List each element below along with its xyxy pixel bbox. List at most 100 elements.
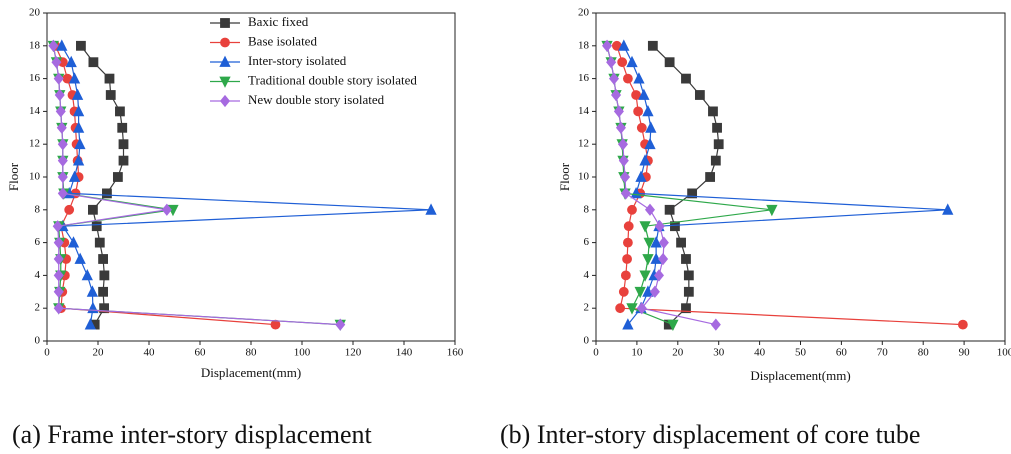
marker xyxy=(115,106,125,117)
marker xyxy=(710,155,721,166)
x-tick-label: 20 xyxy=(93,347,105,359)
marker xyxy=(72,105,85,117)
marker xyxy=(618,154,629,167)
marker xyxy=(51,56,62,69)
marker xyxy=(56,39,68,51)
marker xyxy=(631,90,641,100)
y-tick-label: 20 xyxy=(578,7,590,19)
marker xyxy=(613,105,624,118)
marker xyxy=(53,72,64,85)
caption: (b) Inter-story displacement of core tub… xyxy=(500,420,920,449)
y-tick-label: 4 xyxy=(584,269,590,281)
x-tick-label: 160 xyxy=(447,347,464,359)
marker xyxy=(642,105,654,117)
legend-label: New double story isolated xyxy=(248,92,385,107)
legend-marker xyxy=(220,18,230,28)
marker xyxy=(615,303,626,314)
x-tick-label: 80 xyxy=(246,347,258,359)
marker xyxy=(623,221,634,232)
y-tick-label: 0 xyxy=(35,335,41,347)
marker xyxy=(670,221,680,232)
marker xyxy=(98,254,108,264)
x-tick-label: 140 xyxy=(396,347,413,359)
marker xyxy=(633,106,644,117)
series-line xyxy=(61,45,432,325)
x-tick-label: 60 xyxy=(836,347,848,359)
marker xyxy=(705,172,716,182)
series-line xyxy=(616,45,963,326)
marker xyxy=(667,319,679,331)
marker xyxy=(627,204,637,215)
marker xyxy=(88,204,98,215)
marker xyxy=(647,40,658,51)
series-line xyxy=(652,45,720,326)
marker xyxy=(74,137,86,150)
marker xyxy=(650,236,662,248)
marker xyxy=(645,121,657,133)
y-tick-label: 18 xyxy=(29,39,41,51)
marker xyxy=(64,204,75,215)
y-tick-label: 14 xyxy=(578,105,590,117)
series-line xyxy=(623,45,948,325)
marker xyxy=(86,285,99,297)
marker xyxy=(681,73,691,84)
marker xyxy=(84,318,96,330)
marker xyxy=(644,137,656,150)
marker xyxy=(681,303,691,314)
marker xyxy=(658,252,669,266)
marker xyxy=(98,286,108,297)
marker xyxy=(55,105,66,118)
y-tick-label: 2 xyxy=(584,302,590,314)
marker xyxy=(94,237,105,248)
y-tick-label: 14 xyxy=(29,105,41,117)
series-line xyxy=(52,45,341,326)
x-tick-label: 90 xyxy=(959,347,971,359)
marker xyxy=(71,88,84,100)
marker xyxy=(636,302,647,315)
marker xyxy=(639,270,651,282)
marker xyxy=(112,172,123,182)
series-line xyxy=(606,45,716,326)
marker xyxy=(649,285,660,298)
marker xyxy=(687,188,698,199)
marker xyxy=(942,203,954,215)
marker xyxy=(634,286,646,299)
marker xyxy=(620,270,631,281)
marker xyxy=(654,220,665,233)
marker xyxy=(104,73,115,84)
marker xyxy=(53,252,64,266)
marker xyxy=(636,122,647,133)
y-tick-label: 6 xyxy=(584,236,590,248)
marker xyxy=(643,237,655,249)
marker xyxy=(88,57,99,68)
marker xyxy=(626,303,638,315)
series-line xyxy=(54,45,276,326)
legend-marker xyxy=(219,94,231,108)
legend-marker xyxy=(219,76,231,88)
marker xyxy=(608,72,620,85)
marker xyxy=(676,237,686,248)
marker xyxy=(626,55,638,68)
marker xyxy=(105,90,116,100)
legend-label: Inter-story isolated xyxy=(248,53,347,68)
marker xyxy=(68,170,81,182)
marker xyxy=(681,254,691,264)
y-tick-label: 2 xyxy=(35,302,41,314)
y-tick-label: 12 xyxy=(578,138,589,150)
x-tick-label: 30 xyxy=(713,347,725,359)
x-tick-label: 120 xyxy=(345,347,362,359)
marker xyxy=(68,72,81,84)
marker xyxy=(76,40,86,51)
marker xyxy=(708,106,718,117)
marker xyxy=(644,203,656,216)
marker xyxy=(53,302,64,315)
marker xyxy=(57,170,68,184)
marker xyxy=(102,188,112,199)
marker xyxy=(270,319,281,330)
y-tick-label: 18 xyxy=(578,39,590,51)
marker xyxy=(622,318,634,330)
legend-marker xyxy=(219,55,231,67)
x-tick-label: 60 xyxy=(195,347,207,359)
marker xyxy=(81,269,93,281)
